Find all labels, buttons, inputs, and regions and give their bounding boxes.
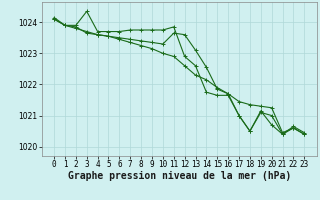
X-axis label: Graphe pression niveau de la mer (hPa): Graphe pression niveau de la mer (hPa): [68, 171, 291, 181]
